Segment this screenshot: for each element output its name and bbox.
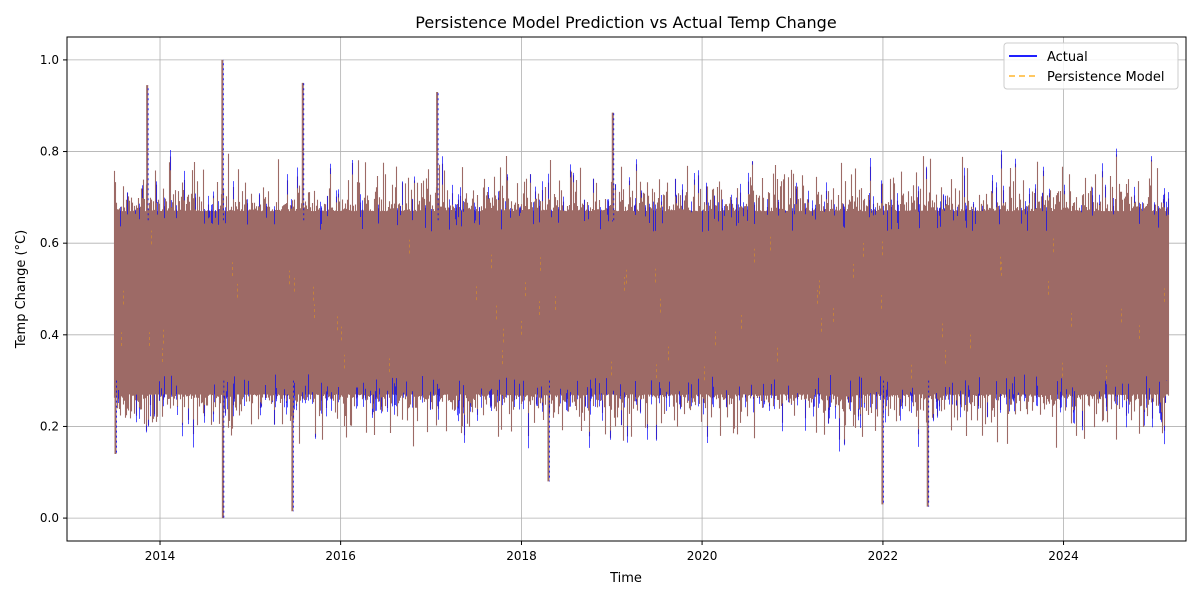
x-axis-ticks: 2014 2016 2018 2020 2022 2024 bbox=[145, 541, 1079, 563]
x-tick-label: 2014 bbox=[145, 549, 176, 563]
legend-label-actual: Actual bbox=[1047, 50, 1088, 65]
y-tick-label: 0.2 bbox=[40, 419, 59, 433]
x-tick-label: 2016 bbox=[325, 549, 356, 563]
y-tick-label: 0.4 bbox=[40, 328, 59, 342]
x-axis-label: Time bbox=[609, 571, 642, 586]
series-band-body bbox=[113, 153, 1170, 448]
data-band bbox=[113, 153, 1170, 448]
legend: Actual Persistence Model bbox=[1003, 42, 1179, 90]
y-axis-ticks: 0.0 0.2 0.4 0.6 0.8 1.0 bbox=[40, 53, 67, 525]
y-tick-label: 0.8 bbox=[40, 145, 59, 159]
x-tick-label: 2022 bbox=[868, 549, 899, 563]
x-tick-label: 2018 bbox=[506, 549, 537, 563]
x-tick-label: 2020 bbox=[687, 549, 718, 563]
x-tick-label: 2024 bbox=[1048, 549, 1079, 563]
series-actual-line bbox=[118, 148, 1169, 452]
legend-label-persistence-model: Persistence Model bbox=[1047, 70, 1165, 85]
plot-frame bbox=[66, 36, 1187, 542]
series-lines bbox=[114, 59, 1169, 519]
series-persistence-model-line bbox=[121, 230, 1165, 381]
y-axis-label: Temp Change (°C) bbox=[14, 230, 29, 349]
y-tick-label: 0.6 bbox=[40, 236, 59, 250]
legend-box bbox=[1003, 42, 1179, 90]
y-tick-label: 1.0 bbox=[40, 53, 59, 67]
y-tick-label: 0.0 bbox=[40, 511, 59, 525]
chart-title: Persistence Model Prediction vs Actual T… bbox=[415, 13, 836, 32]
